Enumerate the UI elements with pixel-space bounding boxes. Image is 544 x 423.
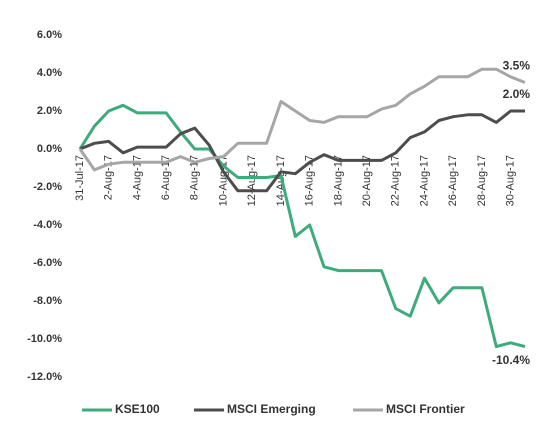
value-label: 3.5% <box>503 59 531 73</box>
y-tick-label: -8.0% <box>33 295 62 307</box>
series-line <box>78 67 526 172</box>
value-label: 2.0% <box>503 87 531 101</box>
x-tick-label: 20-Aug-17 <box>361 155 373 206</box>
x-tick-label: 8-Aug-17 <box>189 155 201 200</box>
y-tick-label: -6.0% <box>33 257 62 269</box>
x-tick-label: 28-Aug-17 <box>476 155 488 206</box>
y-tick-label: 0.0% <box>37 143 62 155</box>
x-tick-label: 31-Jul-17 <box>74 155 86 201</box>
x-tick-label: 22-Aug-17 <box>390 155 402 206</box>
x-tick-label: 2-Aug-17 <box>103 155 115 200</box>
y-tick-label: -12.0% <box>27 371 62 383</box>
x-tick-label: 6-Aug-17 <box>160 155 172 200</box>
y-tick-label: -2.0% <box>33 181 62 193</box>
x-tick-label: 18-Aug-17 <box>332 155 344 206</box>
y-tick-label: 4.0% <box>37 67 62 79</box>
value-label: -10.4% <box>492 353 530 367</box>
x-tick-label: 16-Aug-17 <box>304 155 316 206</box>
x-tick-label: 24-Aug-17 <box>418 155 430 206</box>
x-tick-label: 12-Aug-17 <box>246 155 258 206</box>
x-tick-label: 4-Aug-17 <box>131 155 143 200</box>
y-tick-label: -4.0% <box>33 219 62 231</box>
x-tick-label: 30-Aug-17 <box>505 155 517 206</box>
series-line <box>78 103 526 349</box>
x-tick-label: 26-Aug-17 <box>447 155 459 206</box>
legend-label: MSCI Emerging <box>227 402 316 416</box>
y-tick-label: 6.0% <box>37 29 62 41</box>
legend-label: KSE100 <box>115 402 160 416</box>
y-tick-label: -10.0% <box>27 333 62 345</box>
legend-label: MSCI Frontier <box>386 402 465 416</box>
series-line <box>79 109 525 193</box>
y-tick-label: 2.0% <box>37 105 62 117</box>
